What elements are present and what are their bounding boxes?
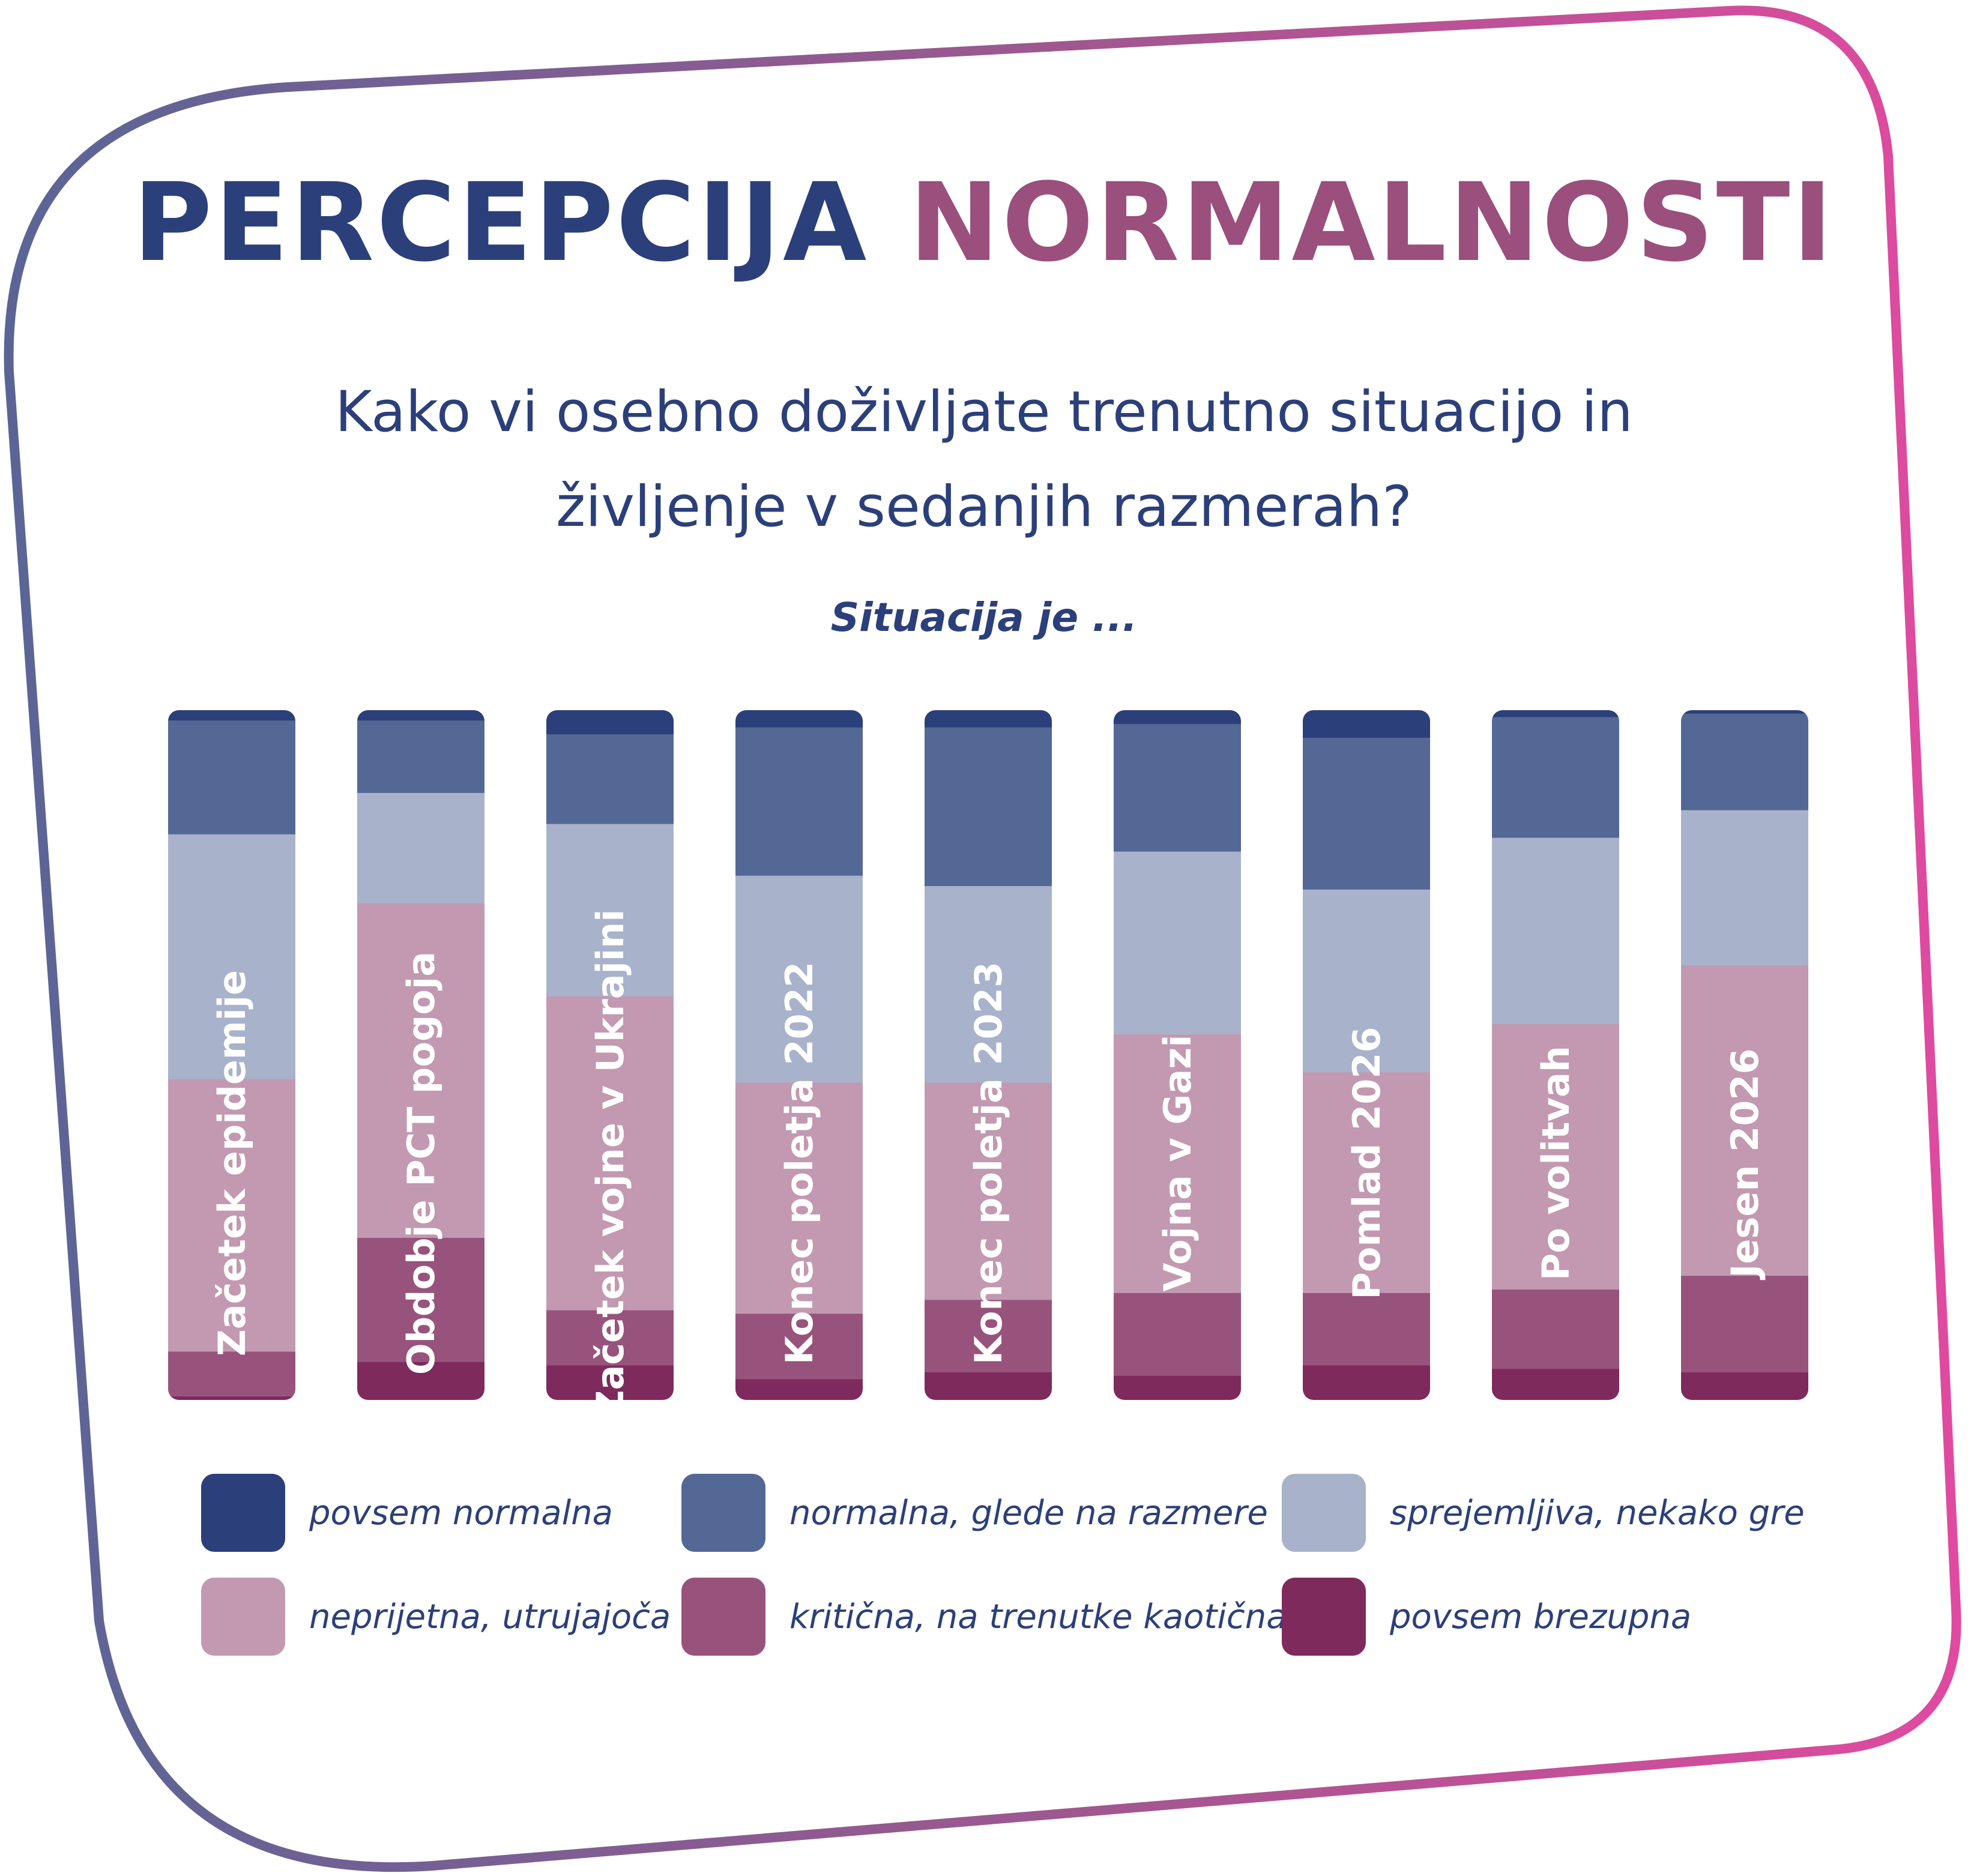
title-part-2: NORMALNOSTI: [909, 160, 1835, 286]
bar-segment: [357, 792, 484, 904]
bar-segment: [1681, 965, 1808, 1276]
bar-segment: [357, 720, 484, 794]
bar-category-label: Vojna v Gazi: [1156, 1034, 1200, 1291]
bar-segment: [168, 1351, 295, 1397]
bar-segment: [735, 1379, 863, 1400]
bar-segment: [925, 710, 1052, 728]
bar-segment: [168, 1396, 295, 1400]
bar-segment: [1492, 710, 1619, 717]
bar-segment: [168, 720, 295, 835]
bar-segment: [1303, 1292, 1430, 1366]
bar-segment: [1114, 851, 1241, 1035]
bar-segment: [925, 1082, 1052, 1300]
bar-segment: [1681, 710, 1808, 714]
legend-item: povsem brezupna: [1282, 1578, 1691, 1656]
bar-segment: [925, 727, 1052, 887]
question-line-2: življenje v sedanjih razmerah?: [555, 474, 1413, 540]
legend-swatch: [201, 1578, 285, 1656]
bar-segment: [357, 1362, 484, 1400]
bar-segment: [546, 734, 674, 825]
bar-category-label: Začetek vojne v Ukrajini: [588, 909, 632, 1417]
bar-category-label: Obdobje PCT pogoja: [399, 952, 443, 1375]
page-title: PERCEPCIJA NORMALNOSTI: [0, 169, 1968, 277]
chart-caption: Situacija je ...: [830, 594, 1138, 641]
legend-label: normalna, glede na razmere: [789, 1493, 1268, 1533]
bar-category-label: Konec poletja 2022: [777, 962, 821, 1365]
title-part-1: PERCEPCIJA: [133, 160, 869, 286]
bar-segment: [1303, 889, 1430, 1073]
bar-group: [357, 710, 484, 1400]
bar-segment: [546, 996, 674, 1311]
bar-group: [925, 710, 1052, 1400]
bar-segment: [925, 1300, 1052, 1373]
bar-segment: [1114, 1292, 1241, 1377]
bar-group: [1114, 710, 1241, 1400]
bar-segment: [168, 710, 295, 721]
bar-segment: [735, 1314, 863, 1380]
legend-swatch: [681, 1474, 765, 1552]
bar-segment: [1492, 1289, 1619, 1369]
bar-segment: [735, 727, 863, 876]
legend-item: normalna, glede na razmere: [681, 1474, 1268, 1552]
legend-label: povsem brezupna: [1390, 1597, 1692, 1636]
bar-segment: [546, 824, 674, 997]
bar-segment: [546, 1365, 674, 1400]
legend-swatch: [201, 1474, 285, 1552]
legend-label: neprijetna, utrujajoča: [309, 1597, 671, 1636]
bar-segment: [735, 875, 863, 1083]
bar-segment: [1681, 713, 1808, 811]
bar-group: [1303, 710, 1430, 1400]
bar-segment: [925, 885, 1052, 1083]
bar-segment: [1303, 1365, 1430, 1400]
bar-segment: [1303, 1072, 1430, 1294]
bar-segment: [1114, 1375, 1241, 1400]
legend-item: povsem normalna: [201, 1474, 613, 1552]
bar-segment: [1681, 1276, 1808, 1373]
legend-item: neprijetna, utrujajoča: [201, 1578, 671, 1656]
bar-group: [168, 710, 295, 1400]
bar-segment: [1681, 1372, 1808, 1400]
legend-label: povsem normalna: [309, 1493, 613, 1533]
bar-category-label: Jesen 2026: [1723, 1048, 1767, 1280]
bar-segment: [1492, 837, 1619, 1025]
bar-group: [1492, 710, 1619, 1400]
legend-swatch: [1282, 1474, 1366, 1552]
bar-segment: [1492, 1369, 1619, 1400]
bar-segment: [735, 1082, 863, 1314]
bar-category-label: Po volitvah: [1534, 1046, 1578, 1280]
legend-swatch: [1282, 1578, 1366, 1656]
legend-label: kritična, na trenutke kaotična: [789, 1597, 1287, 1636]
bar-segment: [357, 1237, 484, 1363]
bar-segment: [546, 1310, 674, 1366]
bar-segment: [925, 1372, 1052, 1400]
question-line-1: Kako vi osebno doživljate trenutno situa…: [335, 379, 1633, 445]
bar-segment: [1492, 1024, 1619, 1290]
question-text: Kako vi osebno doživljate trenutno situa…: [0, 365, 1968, 555]
bar-category-label: Začetek epidemije: [210, 970, 254, 1356]
bar-segment: [357, 903, 484, 1238]
bar-segment: [1114, 710, 1241, 725]
bar-segment: [1114, 723, 1241, 852]
bar-segment: [1303, 737, 1430, 890]
bar-segment: [735, 710, 863, 728]
bar-category-label: Pomlad 2026: [1345, 1027, 1389, 1299]
legend-label: sprejemljiva, nekako gre: [1390, 1493, 1805, 1533]
bar-segment: [168, 834, 295, 1080]
legend-item: kritična, na trenutke kaotična: [681, 1578, 1287, 1656]
bar-segment: [1114, 1034, 1241, 1294]
bar-segment: [1681, 810, 1808, 966]
bar-segment: [546, 710, 674, 735]
bar-segment: [1492, 717, 1619, 839]
bar-category-label: Konec poletja 2023: [967, 962, 1010, 1365]
bar-segment: [1303, 710, 1430, 738]
bar-group: [546, 710, 674, 1400]
legend-swatch: [681, 1578, 765, 1656]
legend-item: sprejemljiva, nekako gre: [1282, 1474, 1805, 1552]
bar-group: [1681, 710, 1808, 1400]
bar-segment: [357, 710, 484, 721]
bar-group: [735, 710, 863, 1400]
bar-segment: [168, 1079, 295, 1353]
